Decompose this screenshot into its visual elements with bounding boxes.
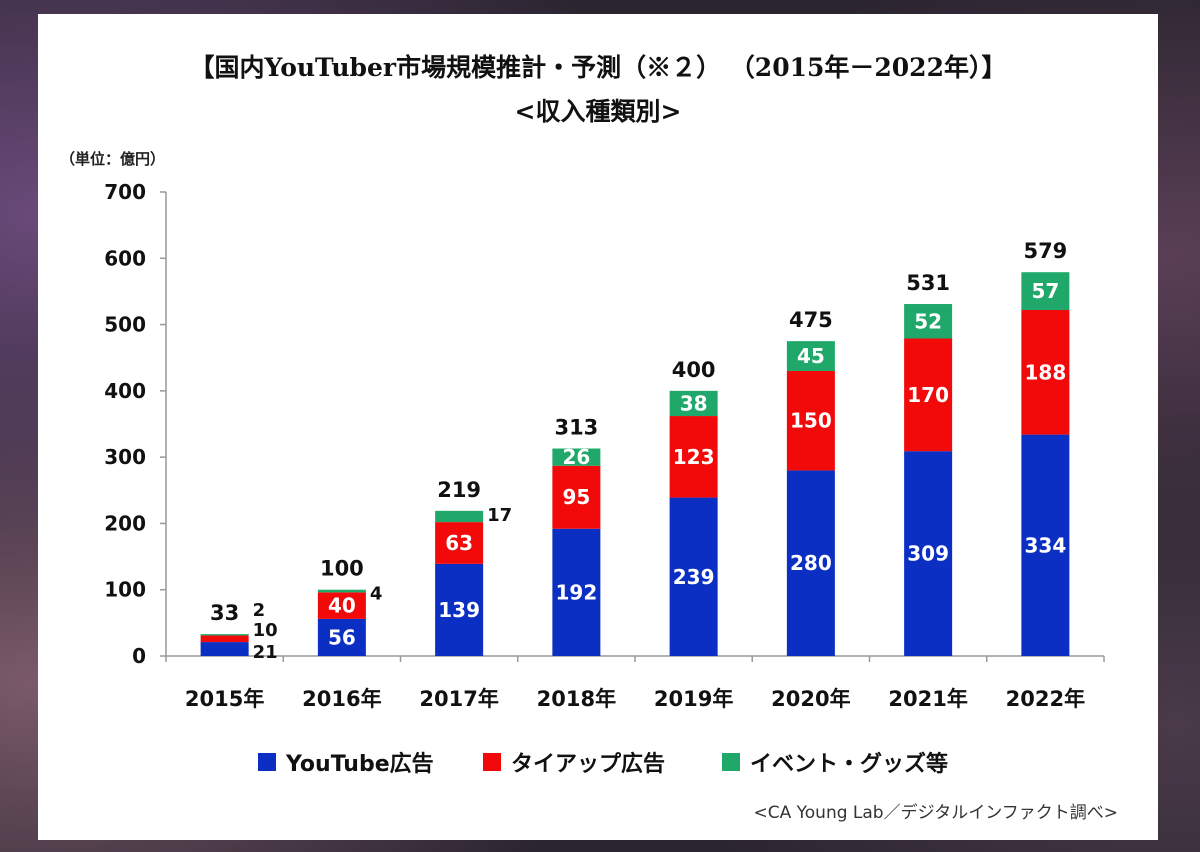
bar-segment [669, 390, 718, 417]
x-tick-label: 2019年 [654, 687, 733, 711]
legend-label-event-goods: イベント・グッズ等 [750, 752, 949, 777]
bar-segment [552, 465, 601, 529]
bar-segment [904, 304, 953, 339]
bar-segment [1021, 272, 1070, 310]
chart-subtitle: <収入種類別> [514, 97, 682, 126]
data-label: 139 [438, 598, 480, 622]
data-label: 45 [797, 344, 825, 368]
legend-item-youtube-ad: YouTube広告 [258, 746, 434, 778]
bar-segment [317, 589, 366, 593]
data-label: 280 [790, 551, 832, 575]
data-label: 4 [370, 584, 383, 605]
bar-segment [786, 470, 835, 656]
bar-segment [200, 642, 249, 656]
y-tick-label: 100 [104, 578, 146, 602]
data-label: 150 [790, 409, 832, 433]
data-label: 56 [328, 625, 356, 649]
bar-segment [669, 497, 718, 656]
total-label: 33 [210, 601, 239, 625]
bar-segment [786, 341, 835, 371]
data-label: 17 [487, 505, 512, 526]
legend-swatch-event-goods [722, 753, 740, 771]
y-tick-label: 700 [104, 180, 146, 204]
bar-segment [317, 618, 366, 656]
unit-label: （単位：億円） [60, 150, 166, 168]
data-label: 63 [445, 531, 473, 555]
chart-title: 【国内YouTuber市場規模推計・予測（※２） （2015年－2022年）】 [189, 53, 1007, 82]
legend-swatch-youtube-ad [258, 753, 276, 771]
x-tick-label: 2022年 [1006, 687, 1085, 711]
bar-segment [552, 448, 601, 466]
y-tick-label: 0 [132, 644, 146, 668]
total-label: 219 [437, 478, 481, 502]
bar-segment [435, 522, 484, 564]
total-label: 531 [906, 271, 950, 295]
bar-segment [200, 635, 249, 643]
bar-segment [786, 370, 835, 471]
data-label: 52 [914, 309, 942, 333]
bar-segment [1021, 434, 1070, 656]
bar-segment [317, 592, 366, 619]
y-tick-label: 400 [104, 379, 146, 403]
data-label: 334 [1025, 533, 1067, 557]
x-tick-label: 2018年 [537, 687, 616, 711]
bar-segment [435, 510, 484, 523]
legend: YouTube広告 タイアップ広告 イベント・グッズ等 [38, 746, 1158, 782]
y-tick-label: 200 [104, 511, 146, 535]
y-tick-label: 300 [104, 445, 146, 469]
data-label: 57 [1031, 279, 1059, 303]
data-label: 192 [556, 580, 598, 604]
data-label: 123 [673, 445, 715, 469]
data-label: 2 [253, 600, 266, 621]
bar-segment [435, 563, 484, 656]
data-label: 26 [562, 445, 590, 469]
total-label: 100 [320, 557, 364, 581]
bar-segment [904, 338, 953, 452]
legend-swatch-tieup-ad [483, 753, 501, 771]
bar-segment [200, 634, 249, 636]
legend-label-tieup-ad: タイアップ広告 [511, 752, 666, 777]
total-label: 400 [672, 358, 716, 382]
data-label: 21 [253, 642, 278, 663]
x-tick-label: 2016年 [302, 687, 381, 711]
legend-label-youtube-ad: YouTube広告 [286, 752, 434, 777]
data-label: 10 [253, 620, 278, 641]
x-tick-label: 2021年 [888, 687, 967, 711]
data-label: 95 [562, 485, 590, 509]
data-label: 170 [907, 383, 949, 407]
bar-segment [669, 416, 718, 498]
legend-item-tieup-ad: タイアップ広告 [483, 746, 665, 778]
data-label: 38 [680, 391, 708, 415]
data-label: 239 [673, 565, 715, 589]
bar-segment [552, 528, 601, 656]
chart-panel: 【国内YouTuber市場規模推計・予測（※２） （2015年－2022年）】 … [38, 14, 1158, 840]
data-label: 40 [328, 594, 356, 618]
bar-segment [904, 451, 953, 656]
total-label: 313 [554, 416, 598, 440]
bar-segment [1021, 309, 1070, 435]
total-label: 475 [789, 308, 833, 332]
x-tick-label: 2015年 [185, 687, 264, 711]
data-label: 188 [1025, 360, 1067, 384]
y-tick-label: 600 [104, 246, 146, 270]
x-tick-label: 2017年 [419, 687, 498, 711]
source-note: <CA Young Lab／デジタルインファクト調べ> [753, 803, 1119, 823]
y-tick-label: 500 [104, 313, 146, 337]
total-label: 579 [1023, 239, 1067, 263]
x-tick-label: 2020年 [771, 687, 850, 711]
legend-item-event-goods: イベント・グッズ等 [722, 746, 948, 778]
data-label: 309 [907, 542, 949, 566]
